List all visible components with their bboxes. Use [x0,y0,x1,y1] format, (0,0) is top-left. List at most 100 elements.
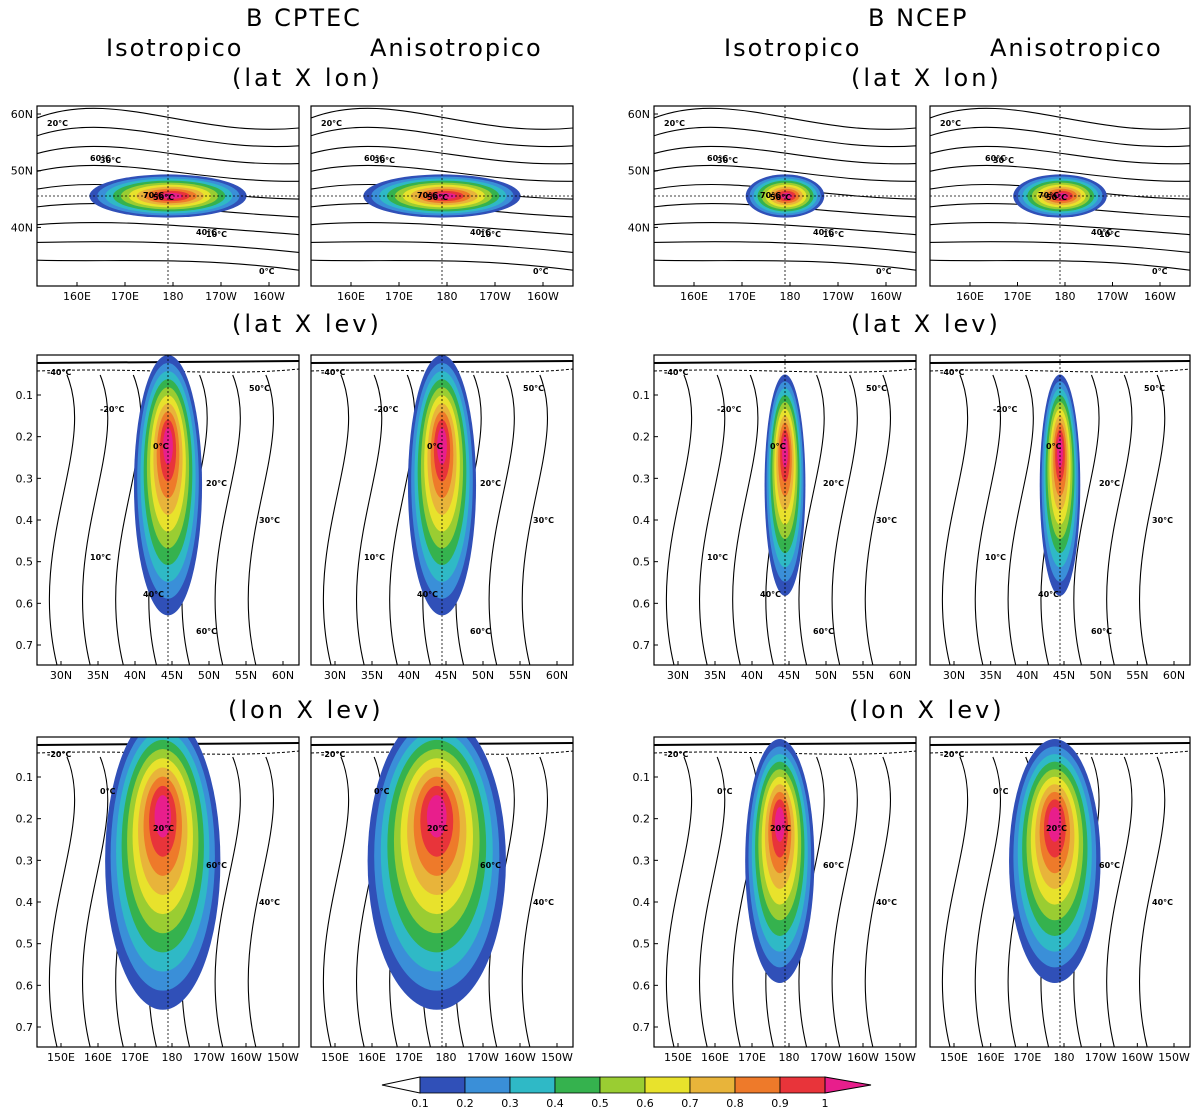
x-tick-label: 60N [889,669,911,682]
contour-label: 0°C [1152,267,1168,276]
contour-label: -40°C [47,368,71,377]
x-tick-label: 60N [1163,669,1185,682]
x-tick-label: 45N [435,669,457,682]
contour-label: 40°C [143,590,164,599]
contour-label: 70°C [1038,191,1059,200]
x-tick-label: 180 [779,1051,800,1064]
x-tick-label: 180 [162,1051,183,1064]
contour-line [654,145,916,165]
y-tick-label: 0.5 [16,556,34,569]
y-tick-label: 0.3 [16,854,34,867]
x-tick-label: 180 [436,1051,457,1064]
y-tick-label: 0.4 [16,896,34,909]
x-tick-label: 160W [504,1051,536,1064]
contour-label: 40°C [813,228,834,237]
y-tick-label: 0.3 [16,472,34,485]
contour-line [82,756,109,1047]
x-tick-label: 160W [527,290,559,303]
contour-label: 0°C [533,267,549,276]
contour-line [82,374,109,665]
contour-label: 50°C [866,384,887,393]
contour-label: 50°C [523,384,544,393]
contour-label: 20°C [770,824,791,833]
contour-line [930,360,1190,364]
contour-line [930,222,1190,236]
x-tick-label: 40N [1016,669,1038,682]
contour-line [488,374,515,665]
x-tick-label: 180 [780,290,801,303]
contour-label: -20°C [100,405,124,414]
contour-label: 0°C [876,267,892,276]
x-tick-label: 160E [337,290,365,303]
y-tick-label: 0.1 [16,389,34,402]
contour-line [389,374,416,665]
panel-frame [929,354,1191,666]
contour-label: 40°C [533,898,554,907]
row-title-lonlev-right: (lon X lev) [849,696,1005,724]
x-tick-label: 45N [1053,669,1075,682]
x-tick-label: 50N [472,669,494,682]
x-tick-label: 170W [479,290,511,303]
colorbar-tick-label: 0.9 [771,1097,789,1110]
contour-label: 30°C [717,156,738,165]
contour-line [1138,756,1166,1047]
contour-label: 0°C [717,787,733,796]
x-tick-label: 45N [161,669,183,682]
panel-frame [36,354,300,666]
panel-0-0: 20°C 30°C 50°C 10°C 0°C 60°C 70°C 40°C 160E 170E 1… [11,105,300,303]
colorbar-tick-label: 0.3 [501,1097,519,1110]
x-tick-label: 150E [47,1051,75,1064]
x-tick-label: 170W [822,290,854,303]
contour-label: 20°C [321,119,342,128]
panel-1-1: -40°C -20°C 0°C 20°C 30°C 10°C 40°C 60°C 50°C 30N… [310,354,574,682]
panel-1-0: -40°C -20°C 0°C 20°C 30°C 10°C 40°C 60°C 50°C 30N… [16,354,300,682]
contour-line [311,259,573,271]
x-tick-label: 170E [1013,1051,1041,1064]
panel-frame [36,105,300,287]
contour-label: 50°C [770,193,791,202]
x-tick-label: 150W [541,1051,573,1064]
shaded-level-10 [437,427,447,465]
y-tick-label: 0.5 [633,556,651,569]
x-tick-label: 180 [437,290,458,303]
colorbar-tick-label: 0.4 [546,1097,564,1110]
colorbar-swatch [779,1076,826,1094]
contour-label: 60°C [196,627,217,636]
contour-label: 10°C [707,553,728,562]
contour-label: 0°C [100,787,116,796]
colorbar-tick-label: 0.8 [726,1097,744,1110]
contour-label: 10°C [206,230,227,239]
x-tick-label: 50N [198,669,220,682]
x-tick-label: 170W [467,1051,499,1064]
x-tick-label: 55N [509,669,531,682]
row-title-latlev-right: (lat X lev) [851,310,1001,338]
contour-line [214,756,241,1047]
y-tick-label: 40N [11,221,33,234]
colorbar-swatch [734,1076,781,1094]
contour-line [322,374,350,665]
group-title-cptec: B CPTEC [246,4,362,32]
contour-line [1007,374,1034,665]
contour-line [699,374,726,665]
x-tick-label: 160W [870,290,902,303]
x-tick-label: 35N [704,669,726,682]
contour-label: 0°C [374,787,390,796]
contour-line [930,241,1190,253]
contour-line [654,241,916,253]
x-tick-label: 40N [741,669,763,682]
x-tick-label: 170E [111,290,139,303]
contour-label: 40°C [760,590,781,599]
colorbar-swatch [599,1076,646,1094]
colorbar-tick-label: 0.5 [591,1097,609,1110]
contour-line [37,259,299,271]
contour-label: 20°C [823,479,844,488]
colorbar-tick-label: 1 [822,1097,829,1110]
colorbar-swatch [464,1076,511,1094]
shaded-level-10 [163,427,173,465]
row-title-latlon-right: (lat X lon) [851,64,1002,92]
contour-line [521,756,548,1047]
x-tick-label: 160E [701,1051,729,1064]
y-tick-label: 0.2 [633,813,651,826]
x-tick-label: 45N [778,669,800,682]
x-tick-label: 160W [1144,290,1176,303]
